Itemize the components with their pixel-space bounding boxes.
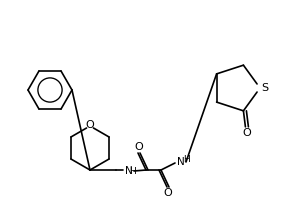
Text: O: O bbox=[85, 120, 94, 130]
Text: H: H bbox=[129, 166, 136, 176]
Text: O: O bbox=[242, 128, 251, 138]
Text: O: O bbox=[164, 188, 172, 198]
Text: S: S bbox=[261, 83, 268, 93]
Text: O: O bbox=[135, 142, 143, 152]
Text: H: H bbox=[183, 156, 190, 164]
Text: N: N bbox=[125, 166, 133, 176]
Text: N: N bbox=[177, 157, 185, 167]
